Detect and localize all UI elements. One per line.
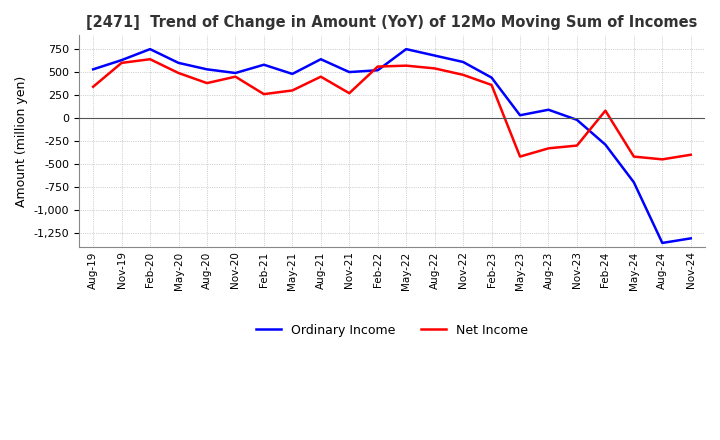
Ordinary Income: [202, 67, 211, 72]
Legend: Ordinary Income, Net Income: Ordinary Income, Net Income: [251, 319, 533, 342]
Net Income: [202, 81, 211, 86]
Y-axis label: Amount (million yen): Amount (million yen): [15, 75, 28, 207]
Ordinary Income: [260, 62, 269, 67]
Net Income: [260, 92, 269, 97]
Line: Net Income: Net Income: [93, 59, 690, 159]
Net Income: [544, 146, 553, 151]
Ordinary Income: [658, 240, 667, 246]
Ordinary Income: [487, 75, 496, 80]
Ordinary Income: [117, 58, 126, 63]
Net Income: [174, 70, 183, 76]
Net Income: [374, 64, 382, 69]
Net Income: [572, 143, 581, 148]
Ordinary Income: [145, 47, 154, 52]
Ordinary Income: [629, 180, 638, 185]
Ordinary Income: [544, 107, 553, 112]
Ordinary Income: [288, 71, 297, 77]
Ordinary Income: [174, 60, 183, 66]
Ordinary Income: [345, 70, 354, 75]
Ordinary Income: [431, 53, 439, 58]
Net Income: [658, 157, 667, 162]
Net Income: [601, 108, 610, 114]
Ordinary Income: [572, 117, 581, 122]
Ordinary Income: [516, 113, 524, 118]
Net Income: [629, 154, 638, 159]
Ordinary Income: [374, 68, 382, 73]
Ordinary Income: [89, 67, 97, 72]
Ordinary Income: [402, 47, 410, 52]
Net Income: [459, 72, 467, 77]
Net Income: [516, 154, 524, 159]
Ordinary Income: [231, 70, 240, 76]
Line: Ordinary Income: Ordinary Income: [93, 49, 690, 243]
Net Income: [431, 66, 439, 71]
Ordinary Income: [459, 59, 467, 65]
Net Income: [231, 74, 240, 79]
Net Income: [686, 152, 695, 158]
Net Income: [89, 84, 97, 89]
Ordinary Income: [686, 236, 695, 241]
Ordinary Income: [601, 142, 610, 147]
Title: [2471]  Trend of Change in Amount (YoY) of 12Mo Moving Sum of Incomes: [2471] Trend of Change in Amount (YoY) o…: [86, 15, 698, 30]
Net Income: [487, 82, 496, 88]
Net Income: [288, 88, 297, 93]
Net Income: [317, 74, 325, 79]
Ordinary Income: [317, 57, 325, 62]
Net Income: [117, 60, 126, 66]
Net Income: [402, 63, 410, 68]
Net Income: [345, 91, 354, 96]
Net Income: [145, 57, 154, 62]
